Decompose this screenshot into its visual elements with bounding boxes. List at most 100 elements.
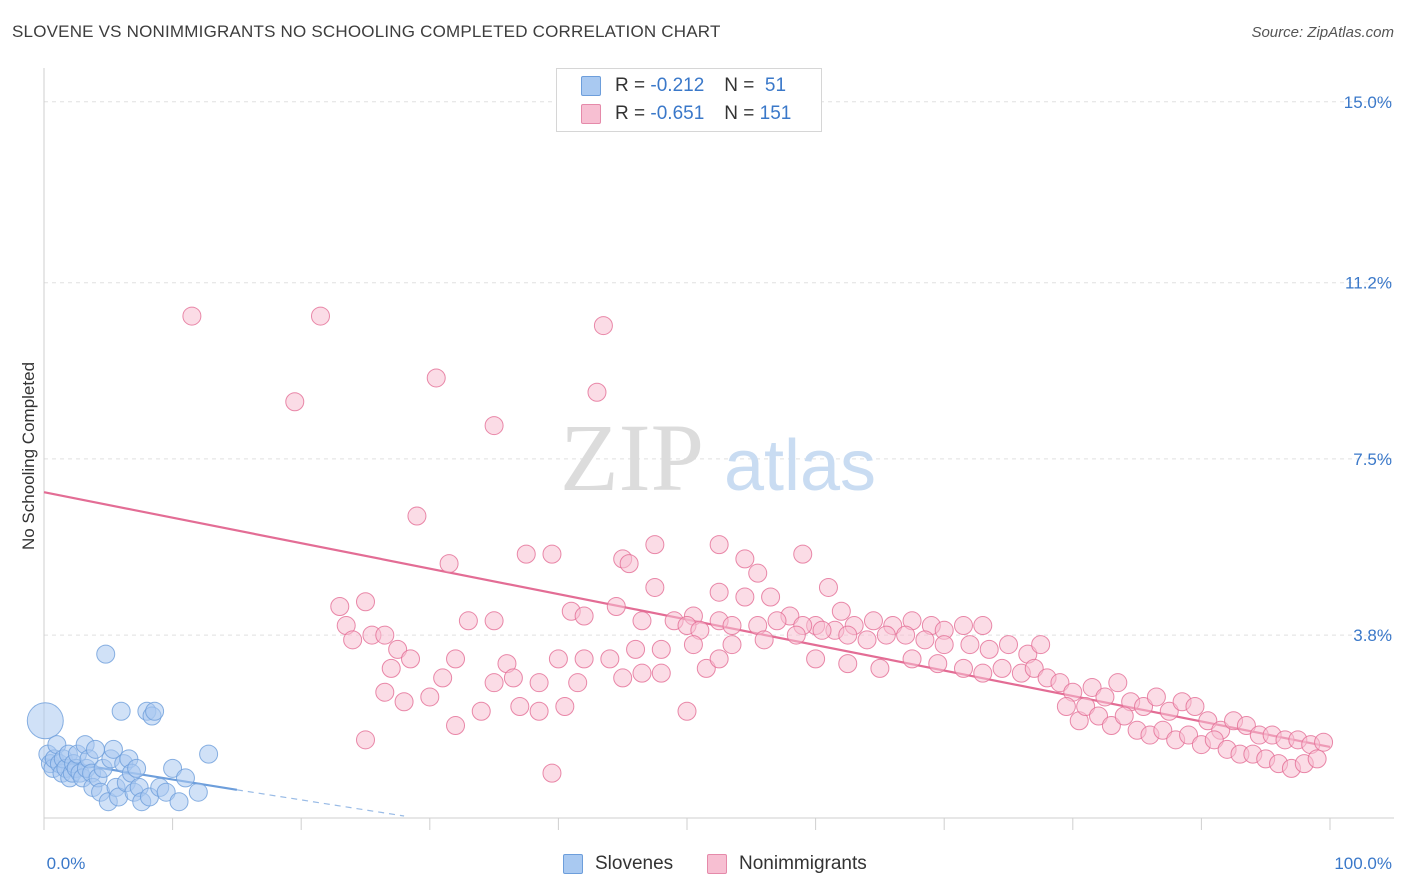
slovenes-point — [156, 782, 176, 802]
nonimmigrants-point — [401, 649, 421, 669]
slovenes-point — [145, 701, 165, 721]
slovenes-point — [111, 701, 131, 721]
nonimmigrants-point — [735, 549, 755, 569]
y-tick-label: 3.8% — [1353, 626, 1392, 645]
legend-n-value: 51 — [759, 75, 787, 96]
nonimmigrants-point — [928, 654, 948, 674]
nonimmigrants-point — [606, 597, 626, 617]
nonimmigrants-point — [818, 577, 838, 597]
nonimmigrants-point — [651, 663, 671, 683]
nonimmigrants-point — [632, 663, 652, 683]
nonimmigrants-point — [381, 658, 401, 678]
nonimmigrants-point — [542, 763, 562, 783]
nonimmigrants-point — [953, 616, 973, 636]
nonimmigrants-point — [709, 649, 729, 669]
legend-n-value: 151 — [759, 103, 792, 124]
nonimmigrants-point — [1050, 673, 1070, 693]
nonimmigrants-point — [767, 611, 787, 631]
nonimmigrants-point — [793, 544, 813, 564]
legend-swatch-slovenes — [581, 76, 601, 96]
nonimmigrants-point — [439, 554, 459, 574]
legend-row-nonimmigrants: R = -0.651 N = 151 — [581, 102, 791, 126]
tick-labels: 3.8% 7.5% 11.2% 15.0% 0.0% 100.0% — [47, 93, 1392, 873]
nonimmigrants-point — [1185, 696, 1205, 716]
nonimmigrants-point — [1314, 732, 1334, 752]
y-tick-label: 15.0% — [1344, 93, 1392, 112]
grid-lines — [44, 101, 1394, 636]
slovenes-point — [199, 744, 219, 764]
nonimmigrants-point — [1114, 706, 1134, 726]
nonimmigrants-point — [626, 639, 646, 659]
nonimmigrants-point — [310, 306, 330, 326]
legend-r-value: -0.212 — [650, 75, 705, 96]
nonimmigrants-point — [619, 554, 639, 574]
watermark-atlas: atlas — [724, 426, 876, 506]
nonimmigrants-point — [600, 649, 620, 669]
nonimmigrants-point — [433, 668, 453, 688]
bottom-legend-slovenes: Slovenes — [563, 850, 673, 878]
slovenes-point — [103, 739, 123, 759]
slovenes-point — [127, 758, 147, 778]
nonimmigrants-point — [1307, 749, 1327, 769]
nonimmigrants-point — [863, 611, 883, 631]
slovenes-point — [85, 739, 105, 759]
nonimmigrants-point — [182, 306, 202, 326]
slovenes-point — [188, 782, 208, 802]
nonimmigrants-point — [574, 606, 594, 626]
legend-r-label: R = — [615, 75, 646, 96]
nonimmigrants-point — [529, 701, 549, 721]
y-axis-label: No Schooling Completed — [19, 362, 38, 550]
nonimmigrants-point — [343, 630, 363, 650]
nonimmigrants-point — [1089, 706, 1109, 726]
nonimmigrants-point — [426, 368, 446, 388]
trend-lines — [43, 491, 1331, 817]
nonimmigrants-point — [677, 701, 697, 721]
nonimmigrants-point — [1108, 673, 1128, 693]
nonimmigrants-point — [1159, 701, 1179, 721]
slovenes-point — [169, 792, 189, 812]
nonimmigrants-point — [330, 597, 350, 617]
nonimmigrants-point — [484, 416, 504, 436]
nonimmigrants-point — [876, 625, 896, 645]
nonimmigrants-point — [388, 639, 408, 659]
chart-source: Source: ZipAtlas.com — [1251, 24, 1394, 41]
legend-r-value: -0.651 — [650, 103, 705, 124]
nonimmigrants-point — [568, 673, 588, 693]
legend-r-label: R = — [615, 103, 646, 124]
nonimmigrants-point — [471, 701, 491, 721]
nonimmigrants-point — [375, 682, 395, 702]
nonimmigrants-point — [356, 730, 375, 750]
bottom-legend-label-nonimmigrants: Nonimmigrants — [739, 853, 867, 874]
nonimmigrants-point — [709, 582, 729, 602]
nonimmigrants-point — [587, 382, 607, 402]
legend-swatch-nonimmigrants — [581, 104, 601, 124]
nonimmigrants-point — [806, 649, 826, 669]
nonimmigrants-point — [1204, 730, 1224, 750]
nonimmigrants-point — [1236, 716, 1256, 736]
legend-n-label: N = — [724, 75, 755, 96]
nonimmigrants-point — [593, 316, 613, 336]
nonimmigrants-point — [870, 658, 890, 678]
nonimmigrants-point — [748, 563, 768, 583]
nonimmigrants-point — [420, 687, 440, 707]
nonimmigrants-point — [812, 620, 832, 640]
slovenes-point — [175, 768, 195, 788]
nonimmigrants-point — [896, 625, 916, 645]
nonimmigrants-point — [555, 696, 575, 716]
slovenes-point — [96, 644, 116, 664]
legend-row-slovenes: R = -0.212 N = 51 — [581, 74, 786, 98]
nonimmigrants-point — [696, 658, 716, 678]
y-tick-label: 7.5% — [1353, 450, 1392, 469]
nonimmigrants-point — [516, 544, 536, 564]
nonimmigrants-point — [285, 392, 305, 412]
nonimmigrants-point — [979, 639, 999, 659]
nonimmigrants-point — [484, 673, 504, 693]
nonimmigrants-point — [1101, 716, 1121, 736]
nonimmigrants-point — [1153, 720, 1173, 740]
nonimmigrants-point — [934, 635, 954, 655]
nonimmigrants-point — [542, 544, 562, 564]
nonimmigrants-point — [446, 716, 466, 736]
bottom-legend-label-slovenes: Slovenes — [595, 853, 674, 874]
nonimmigrants-point — [613, 668, 633, 688]
watermark-zip: ZIP — [560, 404, 704, 511]
